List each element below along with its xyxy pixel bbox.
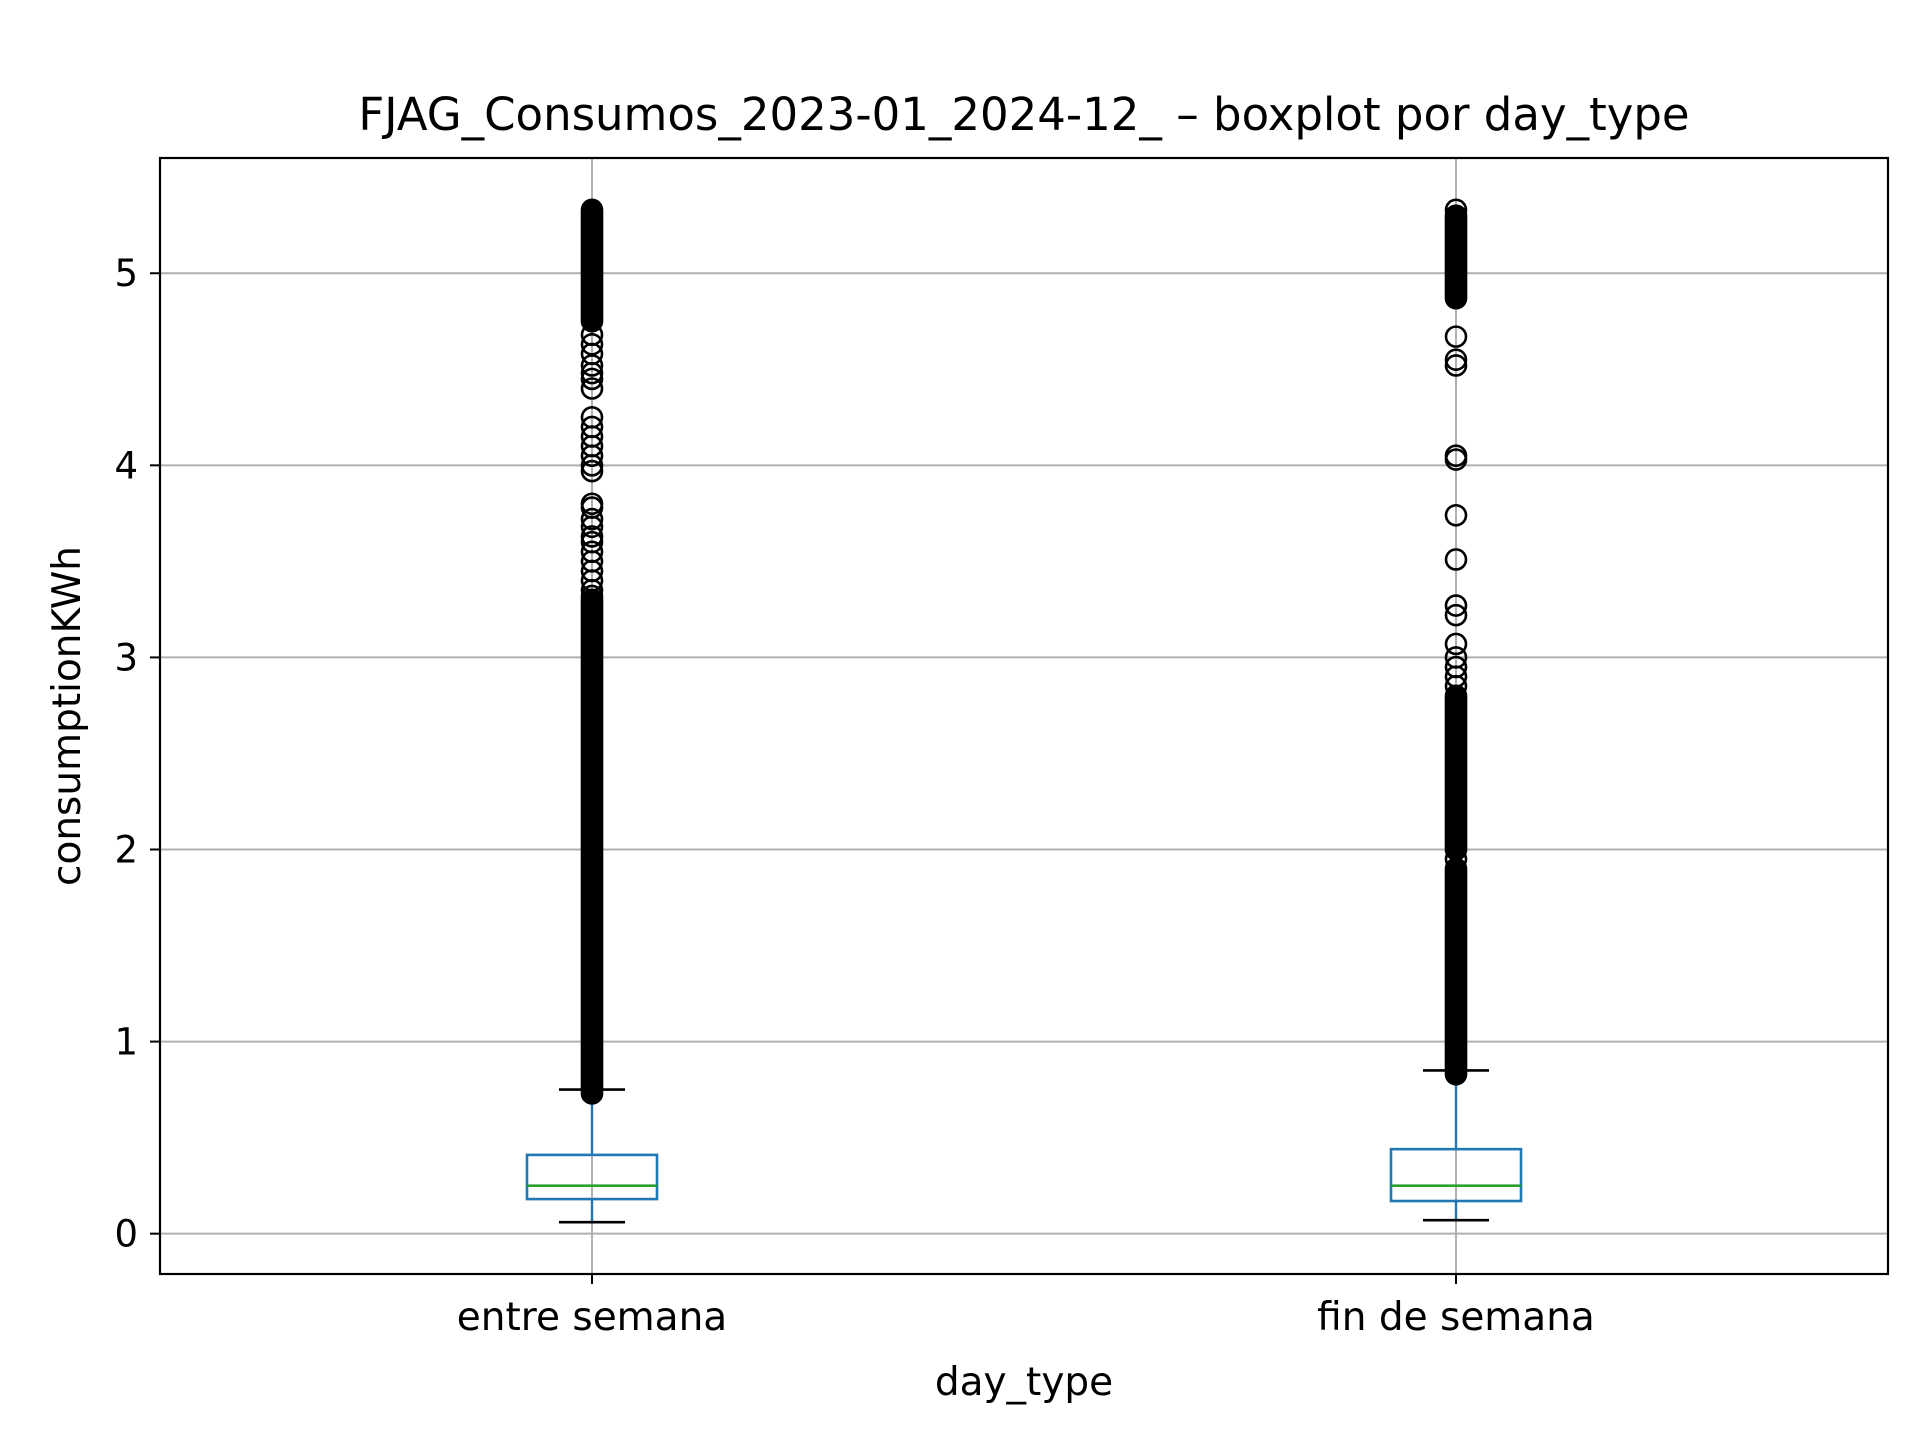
outlier-cluster xyxy=(1444,204,1468,310)
outlier-point xyxy=(1444,198,1468,222)
axis-ticks: 0 1 2 3 4 5 entre semana fin de semana xyxy=(114,252,1594,1340)
outlier-point xyxy=(1444,354,1468,377)
outlier-point xyxy=(580,525,604,548)
outlier-point xyxy=(580,584,604,608)
grid-lines xyxy=(160,158,1888,1274)
outlier-point xyxy=(580,415,604,439)
box-group-2 xyxy=(1389,198,1523,1222)
outlier-point xyxy=(580,459,604,483)
iqr-box xyxy=(1389,1147,1523,1203)
outlier-point xyxy=(1444,503,1468,527)
x-tick-label: entre semana xyxy=(457,1295,727,1340)
y-tick-label: 2 xyxy=(114,828,138,871)
outlier-point xyxy=(580,406,604,429)
plot-area-frame xyxy=(158,156,1890,1276)
outlier-point xyxy=(580,367,604,391)
y-tick-label: 3 xyxy=(114,636,138,679)
outlier-point xyxy=(1444,603,1468,627)
y-axis-label: consumptionKWh xyxy=(45,546,90,886)
outlier-point xyxy=(1444,646,1468,669)
y-tick-label: 4 xyxy=(114,444,138,487)
boxplot-boxes xyxy=(525,198,1523,1224)
x-tick-label: fin de semana xyxy=(1317,1295,1595,1340)
chart-title: FJAG_Consumos_2023-01_2024-12_ – boxplot… xyxy=(358,88,1689,141)
outlier-point xyxy=(580,333,604,356)
outlier-point xyxy=(580,540,604,564)
outlier-point xyxy=(1444,348,1468,371)
outlier-point xyxy=(1444,632,1468,656)
outlier-cluster xyxy=(580,588,604,1105)
y-tick-label: 1 xyxy=(114,1021,138,1064)
iqr-box xyxy=(525,1153,659,1201)
outlier-point xyxy=(580,377,604,400)
outlier-point xyxy=(1444,548,1468,571)
outlier-point xyxy=(1444,325,1468,348)
outlier-point xyxy=(580,507,604,531)
outlier-point xyxy=(1444,594,1468,617)
outlier-cluster xyxy=(580,198,604,333)
x-axis-label: day_type xyxy=(935,1360,1113,1405)
y-tick-label: 5 xyxy=(114,252,138,295)
outlier-cluster xyxy=(1444,684,1468,861)
outlier-point xyxy=(580,323,604,347)
outlier-point xyxy=(580,492,604,516)
y-tick-label: 0 xyxy=(114,1213,138,1256)
outlier-point xyxy=(1444,847,1468,871)
outlier-point xyxy=(1444,655,1468,679)
box-group-1 xyxy=(525,198,659,1224)
outlier-cluster xyxy=(1444,857,1468,1086)
outlier-point xyxy=(580,530,604,554)
outlier-point xyxy=(1444,444,1468,468)
